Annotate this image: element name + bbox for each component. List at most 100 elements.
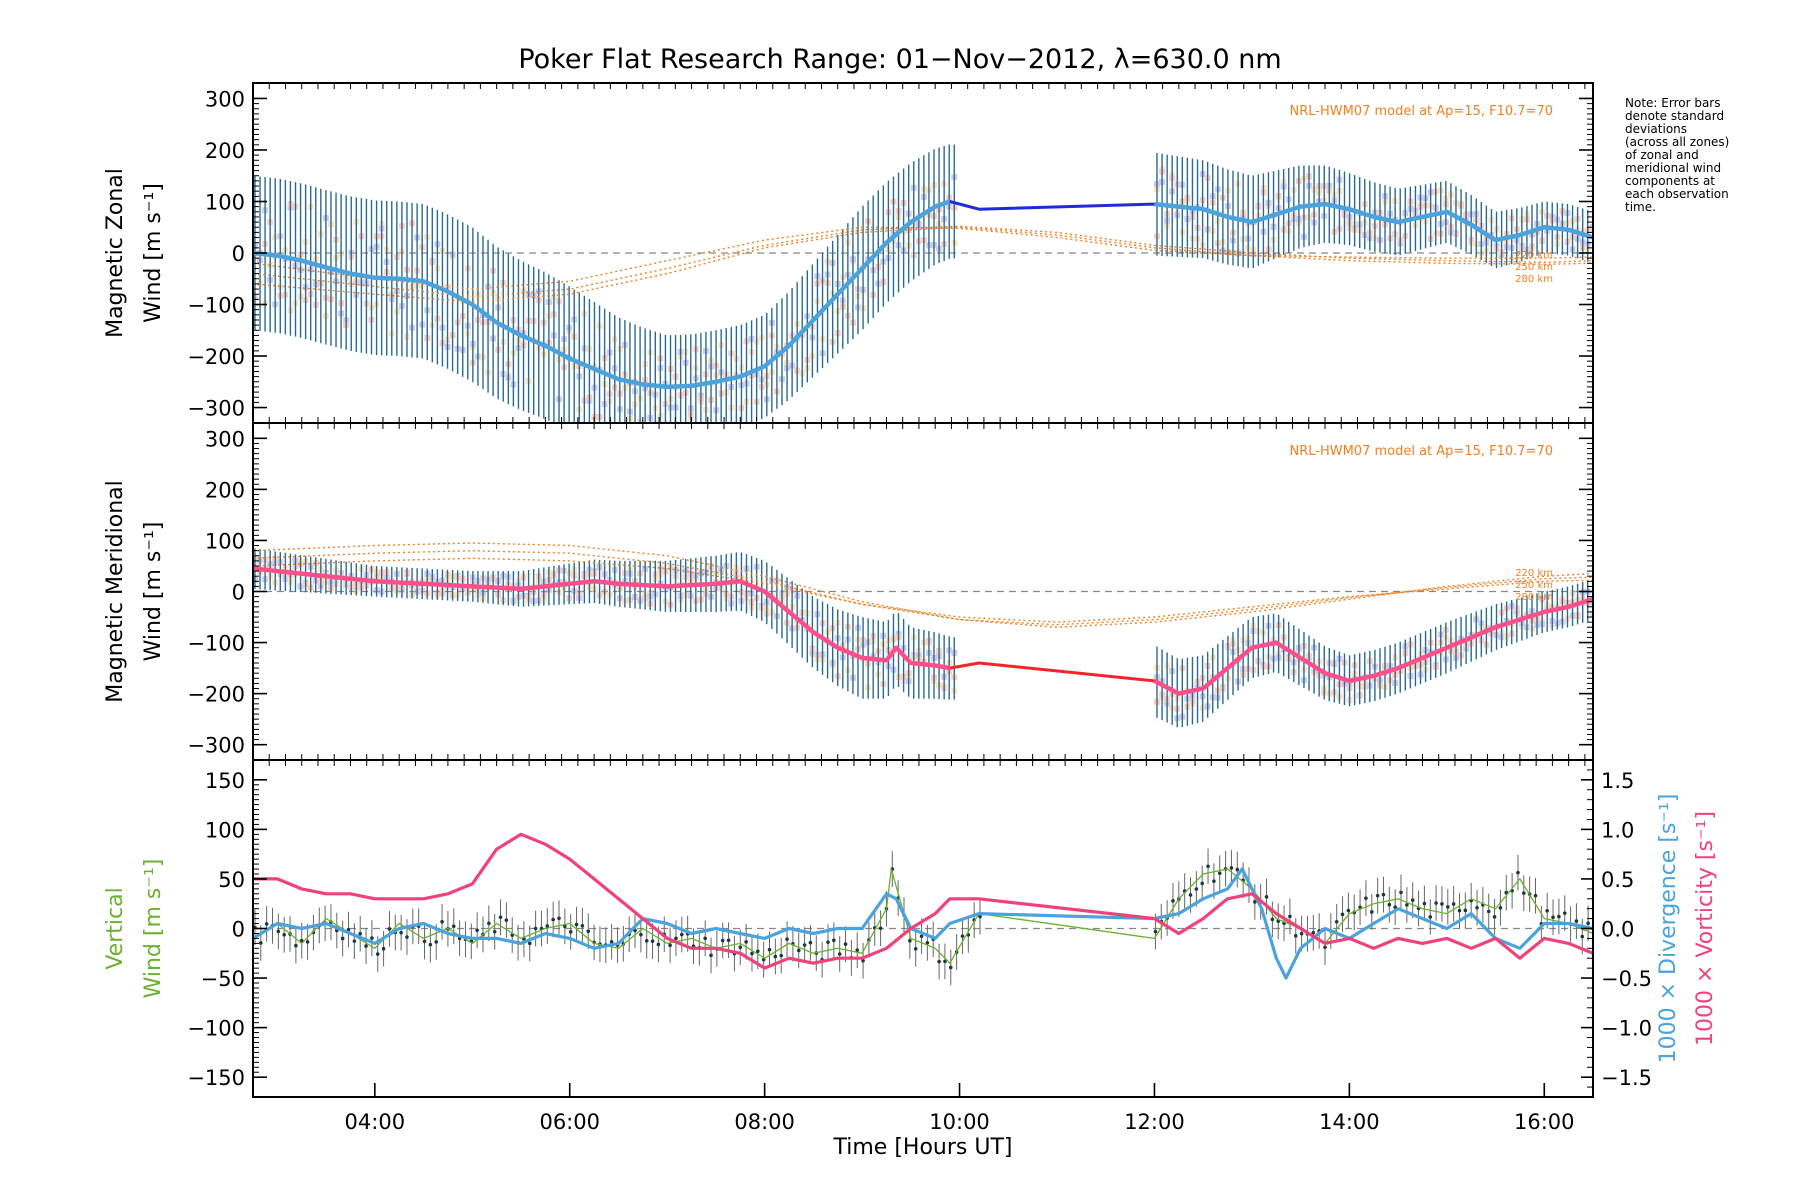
vertical-point (387, 927, 392, 931)
vertical-point (1405, 903, 1409, 907)
vertical-point (1434, 901, 1438, 905)
vertical-point (843, 942, 848, 946)
vertical-point (1194, 887, 1199, 891)
vertical-point (1410, 898, 1415, 902)
vertical-point (533, 926, 538, 931)
vertical-point (919, 934, 924, 939)
vertical-point (1270, 917, 1275, 922)
vertical-point (557, 916, 561, 921)
panel-plot-area-zonal (253, 144, 1593, 423)
vertical-point (563, 924, 567, 929)
y-tick-label: 50 (218, 868, 245, 892)
vertical-point (756, 949, 760, 954)
vertical-point (773, 954, 778, 959)
y-tick-label: 100 (205, 529, 245, 553)
vertical-point (668, 943, 672, 948)
vertical-point (832, 938, 836, 943)
vertical-point (1498, 906, 1503, 910)
vertical-point (492, 929, 497, 934)
x-tick-label: 12:00 (1124, 1110, 1185, 1134)
vertical-point (1574, 919, 1579, 923)
y-tick-label: 0 (232, 918, 245, 942)
error-bar-note: Note: Error bars denote standard deviati… (1625, 96, 1730, 214)
right-y-tick-label: 0.0 (1601, 918, 1634, 942)
vertical-point (364, 944, 368, 948)
vertical-point (1422, 901, 1427, 906)
vertical-point (1334, 919, 1339, 924)
vertical-point (861, 958, 865, 963)
y-tick-label: −100 (187, 1017, 245, 1041)
vertical-point (1299, 931, 1304, 936)
model-label: NRL-HWM07 model at Ap=15, F10.7=70 (1290, 104, 1554, 119)
error-bars-zonal (254, 144, 1593, 423)
fit-line (253, 199, 951, 390)
y-axis-label-line1: Vertical (103, 887, 128, 969)
vertical-point (644, 938, 649, 943)
vertical-point (709, 953, 713, 958)
vertical-point (726, 938, 731, 943)
y-tick-label: 300 (205, 427, 245, 451)
y-axis-label-line2: Wind [m s⁻¹] (141, 859, 166, 999)
zone-point (1589, 225, 1593, 232)
vertical-point (1533, 893, 1538, 898)
vertical-point (498, 915, 503, 920)
vertical-point (767, 947, 772, 952)
vertical-point (1516, 870, 1520, 875)
vertical-point (1340, 912, 1345, 917)
fit-line (253, 566, 951, 671)
panel-plot-area-meridional (253, 542, 1593, 728)
vertical-point (1153, 929, 1158, 934)
vertical-point (451, 924, 456, 929)
vertical-point (1212, 879, 1216, 883)
y-axis-label-line1: Magnetic Meridional (103, 480, 128, 702)
vertical-point (1375, 893, 1380, 898)
vertical-point (960, 934, 965, 938)
vertical-point (1551, 915, 1555, 920)
vertical-point (750, 951, 754, 956)
vertical-point (674, 936, 678, 941)
vertical-point (1288, 914, 1292, 919)
vertical-point (305, 940, 310, 944)
vertical-point (802, 943, 807, 947)
vertical-point (1428, 915, 1433, 919)
vertical-point (1323, 945, 1327, 950)
y-tick-label: −50 (201, 967, 245, 991)
model-altitude-label: 250 km (1515, 580, 1553, 591)
panel-vertical: −1.5 −1.0 −0.5 0.0 0.5 1.0 1.5 04:00 06:00 08:00 1… (187, 759, 1652, 1134)
vertical-point (1381, 892, 1386, 897)
right-y-tick-label: 1.0 (1601, 818, 1634, 842)
vertical-point (796, 948, 801, 953)
model-label: NRL-HWM07 model at Ap=15, F10.7=70 (1290, 444, 1554, 459)
vertical-point (680, 932, 684, 937)
model-curve (253, 557, 1593, 623)
vorticity-axis-label: 1000 × Vorticity [s⁻¹] (1693, 811, 1718, 1046)
vertical-point (978, 914, 982, 919)
vertical-point (1171, 899, 1175, 903)
vertical-point (1229, 866, 1234, 870)
divergence-line (253, 867, 1593, 980)
vertical-point (282, 933, 286, 937)
vertical-point (1451, 902, 1456, 906)
y-tick-label: 200 (205, 139, 245, 163)
gap-interpolation-line (949, 200, 1155, 211)
y-axis-label-line1: Magnetic Zonal (103, 168, 128, 338)
x-tick-label: 14:00 (1319, 1110, 1380, 1134)
y-tick-label: 300 (205, 87, 245, 111)
vertical-point (1586, 921, 1590, 926)
panel-plot-area-vertical (253, 832, 1593, 986)
y-tick-label: 0 (232, 242, 245, 266)
fit-line (1154, 201, 1593, 243)
vertical-point (639, 932, 643, 937)
vertical-point (574, 922, 579, 927)
vertical-point (1393, 905, 1397, 909)
vertical-point (1562, 911, 1567, 915)
vertical-point (1217, 871, 1222, 876)
right-y-tick-label: 1.5 (1601, 769, 1634, 793)
vertical-point (405, 935, 409, 939)
vertical-point (1200, 881, 1205, 886)
vertical-point (808, 940, 813, 945)
vertical-point (720, 938, 725, 943)
gap-interpolation-line (949, 661, 1155, 683)
y-tick-label: 150 (205, 769, 245, 793)
